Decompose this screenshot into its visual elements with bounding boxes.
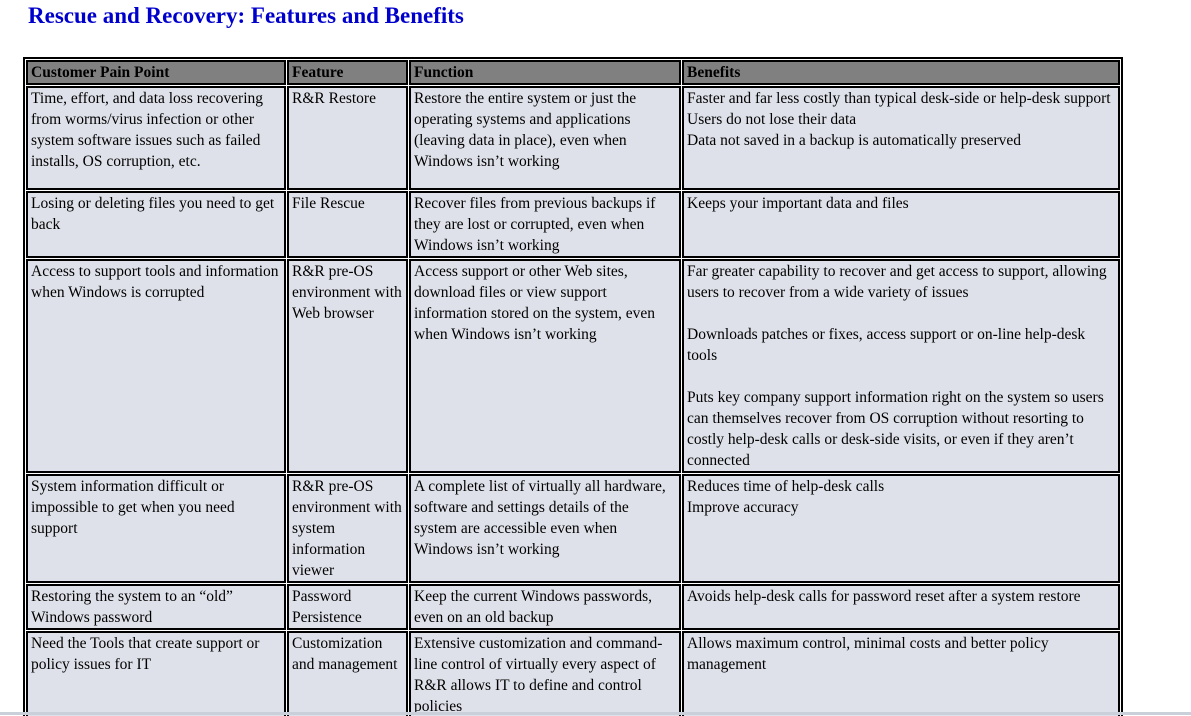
- cell-pain-point: Restoring the system to an “old” Windows…: [26, 584, 286, 630]
- cell-benefits: Far greater capability to recover and ge…: [682, 259, 1120, 473]
- features-benefits-table: Customer Pain Point Feature Function Ben…: [23, 57, 1123, 716]
- cell-function: Restore the entire system or just the op…: [409, 86, 681, 190]
- cell-function: Extensive customization and command-line…: [409, 631, 681, 716]
- page-title: Rescue and Recovery: Features and Benefi…: [28, 3, 464, 28]
- table-row: Access to support tools and information …: [26, 259, 1120, 473]
- cell-benefits: Allows maximum control, minimal costs an…: [682, 631, 1120, 716]
- table-header-row: Customer Pain Point Feature Function Ben…: [26, 60, 1120, 85]
- cell-feature: R&R pre-OS environment with system infor…: [287, 474, 408, 583]
- table-row: Restoring the system to an “old” Windows…: [26, 584, 1120, 630]
- cell-feature: R&R Restore: [287, 86, 408, 190]
- page-bottom-edge: [0, 712, 1191, 715]
- cell-feature: File Rescue: [287, 191, 408, 258]
- cell-benefits: Reduces time of help-desk calls Improve …: [682, 474, 1120, 583]
- cell-benefits: Avoids help-desk calls for password rese…: [682, 584, 1120, 630]
- cell-pain-point: System information difficult or impossib…: [26, 474, 286, 583]
- cell-function: Recover files from previous backups if t…: [409, 191, 681, 258]
- cell-pain-point: Losing or deleting files you need to get…: [26, 191, 286, 258]
- cell-benefits: Keeps your important data and files: [682, 191, 1120, 258]
- table-row: Time, effort, and data loss recovering f…: [26, 86, 1120, 190]
- column-header-benefits: Benefits: [682, 60, 1120, 85]
- cell-feature: Password Persistence: [287, 584, 408, 630]
- cell-function: Access support or other Web sites, downl…: [409, 259, 681, 473]
- cell-function: Keep the current Windows passwords, even…: [409, 584, 681, 630]
- cell-pain-point: Need the Tools that create support or po…: [26, 631, 286, 716]
- cell-pain-point: Access to support tools and information …: [26, 259, 286, 473]
- table-row: System information difficult or impossib…: [26, 474, 1120, 583]
- column-header-customer-pain-point: Customer Pain Point: [26, 60, 286, 85]
- cell-feature: R&R pre-OS environment with Web browser: [287, 259, 408, 473]
- cell-benefits: Faster and far less costly than typical …: [682, 86, 1120, 190]
- column-header-function: Function: [409, 60, 681, 85]
- column-header-feature: Feature: [287, 60, 408, 85]
- table-row: Losing or deleting files you need to get…: [26, 191, 1120, 258]
- cell-pain-point: Time, effort, and data loss recovering f…: [26, 86, 286, 190]
- cell-feature: Customization and management: [287, 631, 408, 716]
- cell-function: A complete list of virtually all hardwar…: [409, 474, 681, 583]
- table-row: Need the Tools that create support or po…: [26, 631, 1120, 716]
- table-body: Time, effort, and data loss recovering f…: [26, 86, 1120, 716]
